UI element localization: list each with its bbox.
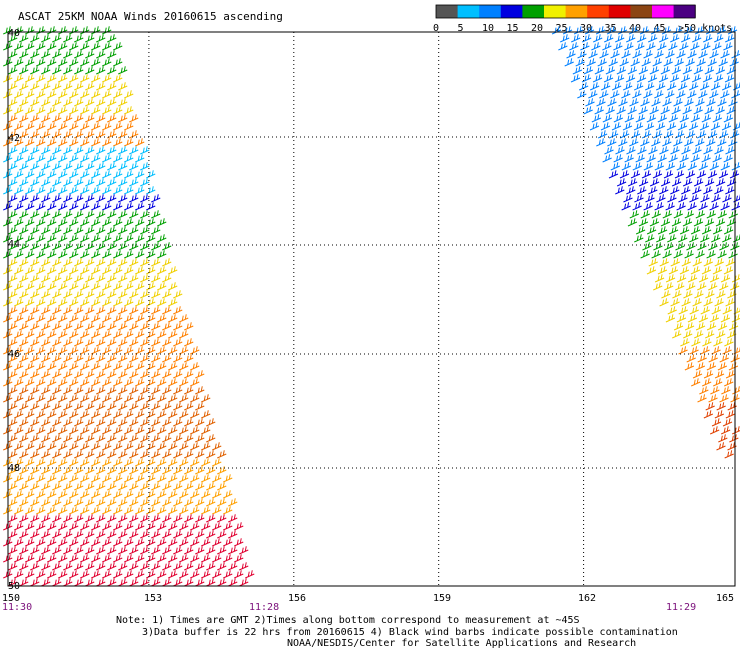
lat-tick-label: 46: [8, 349, 20, 360]
lon-tick-label: 150: [2, 593, 20, 604]
map-title: ASCAT 25KM NOAA Winds 20160615 ascending: [18, 10, 283, 23]
legend-value: 5: [458, 23, 464, 34]
note-line-1: Note: 1) Times are GMT 2)Times along bot…: [116, 615, 580, 626]
time-labels: 11:30 11:28 11:29: [2, 602, 696, 613]
legend-value: 25: [556, 23, 568, 34]
lat-tick-label: 50: [8, 581, 20, 592]
legend-value: 0: [433, 23, 439, 34]
time-label: 11:28: [249, 602, 279, 613]
lat-tick-label: 44: [8, 239, 20, 250]
legend-swatch: [673, 5, 696, 18]
lat-tick-label: 48: [8, 463, 20, 474]
lat-tick-label: 42: [8, 133, 20, 144]
lon-tick-label: 153: [144, 593, 162, 604]
note-line-3: NOAA/NESDIS/Center for Satellite Applica…: [287, 638, 637, 649]
map-frame: [7, 31, 736, 587]
legend-swatch: [500, 5, 523, 18]
legend-value: 40: [629, 23, 641, 34]
legend-swatch: [544, 5, 567, 18]
note-line-2: 3)Data buffer is 22 hrs from 20160615 4)…: [142, 627, 678, 638]
legend-value: 10: [482, 23, 494, 34]
legend-swatch: [652, 5, 675, 18]
legend-swatch: [479, 5, 502, 18]
right-swath-barbs: [551, 26, 740, 459]
legend-swatch: [522, 5, 545, 18]
lon-tick-label: 162: [578, 593, 596, 604]
legend-value: 45: [654, 23, 666, 34]
legend-swatch: [630, 5, 653, 18]
legend-value: 20: [531, 23, 543, 34]
lon-tick-label: 159: [433, 593, 451, 604]
lon-tick-label: 165: [716, 593, 734, 604]
lon-tick-labels: 150 153 156 159 162 165: [2, 593, 734, 604]
legend-swatch: [587, 5, 610, 18]
left-swath-barbs: [3, 26, 255, 587]
time-label: 11:29: [666, 602, 696, 613]
lat-tick-labels: 40 42 44 46 48 50: [8, 28, 20, 592]
legend-value: 30: [580, 23, 592, 34]
legend-swatch: [608, 5, 631, 18]
legend-value: >50 knots: [678, 23, 732, 34]
legend-value: 15: [507, 23, 519, 34]
legend-swatch: [565, 5, 588, 18]
legend-swatch: [436, 5, 459, 18]
legend-swatch: [457, 5, 480, 18]
time-label: 11:30: [2, 602, 32, 613]
lat-lon-grid: [8, 32, 735, 586]
wind-speed-legend: [435, 4, 696, 19]
lon-tick-label: 156: [288, 593, 306, 604]
lat-tick-label: 40: [8, 28, 20, 39]
